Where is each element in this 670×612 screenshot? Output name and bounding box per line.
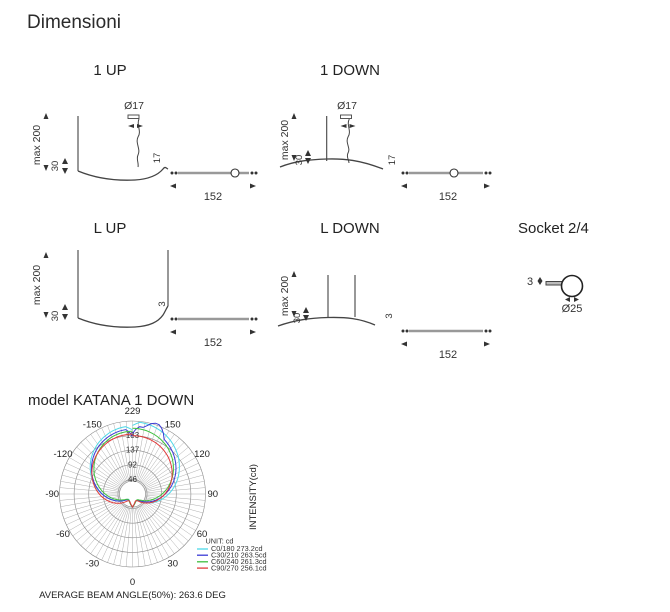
svg-text:Ø25: Ø25	[562, 303, 583, 315]
svg-text:C90/270 256.1cd: C90/270 256.1cd	[211, 563, 267, 572]
svg-text:Ø17: Ø17	[337, 100, 357, 112]
svg-text:AVERAGE BEAM ANGLE(50%): 263.6: AVERAGE BEAM ANGLE(50%): 263.6 DEG	[39, 590, 226, 601]
svg-text:152: 152	[439, 191, 457, 203]
svg-text:137: 137	[126, 446, 140, 455]
svg-text:17: 17	[387, 155, 398, 166]
svg-text:-60: -60	[56, 529, 70, 540]
svg-text:92: 92	[128, 460, 137, 469]
svg-text:-120: -120	[53, 449, 72, 460]
svg-text:3: 3	[384, 313, 395, 318]
svg-text:46: 46	[128, 475, 137, 484]
svg-text:90: 90	[208, 489, 219, 500]
svg-text:150: 150	[165, 420, 181, 431]
svg-text:152: 152	[439, 349, 457, 361]
svg-text:-150: -150	[83, 420, 102, 431]
svg-text:3: 3	[527, 276, 533, 288]
svg-text:0: 0	[130, 577, 135, 588]
svg-text:120: 120	[194, 449, 210, 460]
svg-text:INTENSITY(cd): INTENSITY(cd)	[248, 464, 259, 530]
svg-text:229: 229	[125, 406, 141, 417]
svg-text:-30: -30	[85, 559, 99, 570]
svg-text:-90: -90	[45, 489, 59, 500]
svg-text:30: 30	[167, 559, 178, 570]
